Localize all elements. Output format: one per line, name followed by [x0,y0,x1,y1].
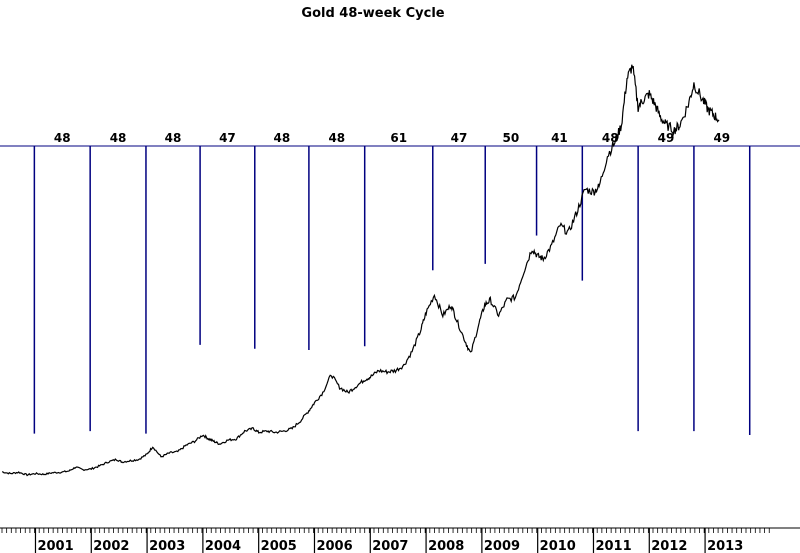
x-tick-label: 2008 [428,539,464,553]
x-tick-label: 2009 [484,539,520,553]
x-tick-label: 2007 [372,539,408,553]
x-tick-label: 2005 [261,539,297,553]
cycle-length-label: 50 [503,131,520,145]
cycle-markers [33,146,751,435]
x-tick-label: 2010 [540,539,576,553]
cycle-length-label: 48 [110,131,127,145]
x-tick-label: 2006 [316,539,352,553]
cycle-length-label: 48 [273,131,290,145]
chart-title: Gold 48-week Cycle [301,6,444,21]
cycle-length-label: 48 [165,131,182,145]
x-tick-label: 2013 [707,539,743,553]
x-tick-label: 2002 [93,539,129,553]
x-tick-label: 2001 [37,539,73,553]
cycle-length-label: 49 [658,131,675,145]
price-line [1,64,720,477]
cycle-length-label: 48 [328,131,345,145]
cycle-length-label: 41 [551,131,568,145]
x-tick-label: 2011 [595,539,631,553]
x-axis: 2001 2002 2003 2004 2005 2006 2007 2008 2009 2010… [0,527,800,553]
cycle-length-label: 49 [713,131,730,145]
cycle-length-label: 47 [451,131,468,145]
cycle-length-label: 61 [390,131,407,145]
cycle-length-label: 48 [602,131,619,145]
cycle-length-label: 48 [54,131,71,145]
cycle-labels: 48 48 48 47 48 48 61 47 50 41 48 49 49 [54,131,730,145]
x-tick-label: 2004 [205,539,241,553]
x-tick-label: 2012 [651,539,687,553]
x-tick-label: 2003 [149,539,185,553]
cycle-length-label: 47 [219,131,236,145]
